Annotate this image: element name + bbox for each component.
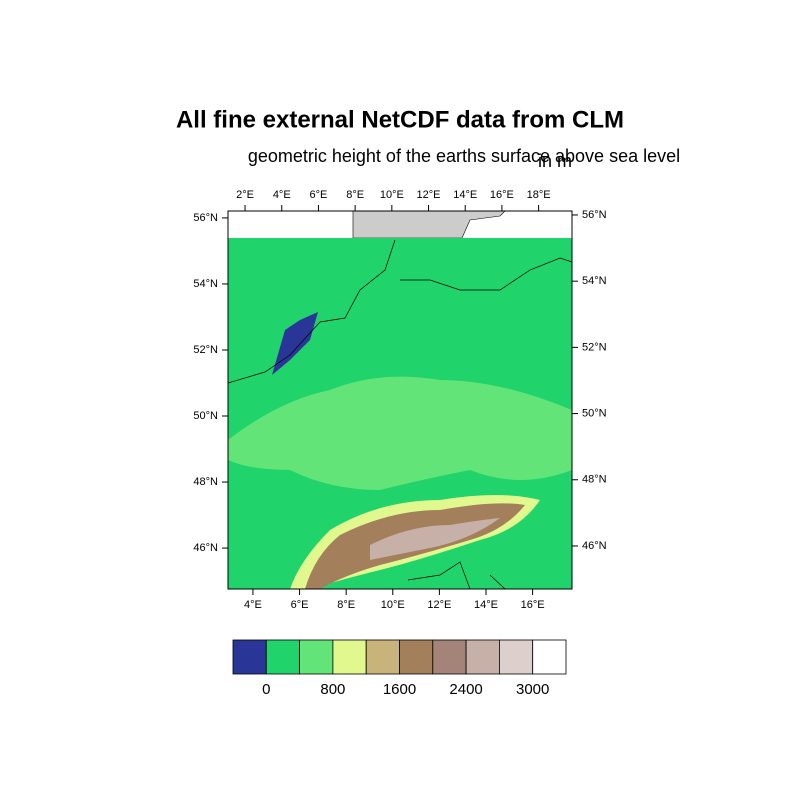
colorbar-label: 800 [320, 681, 345, 698]
colorbar-box [432, 639, 467, 675]
map [227, 210, 573, 590]
y-tick-label: 56°N [582, 209, 607, 221]
colorbar-box [299, 639, 334, 675]
colorbar-label: 3000 [516, 681, 549, 698]
x-tick-label: 4°E [273, 189, 291, 201]
x-tick-label: 4°E [244, 599, 262, 611]
colorbar-box [465, 639, 500, 675]
y-tick-label: 56°N [193, 212, 218, 224]
y-tick-label: 54°N [193, 278, 218, 290]
colorbar-box [332, 639, 367, 675]
colorbar-box [399, 639, 434, 675]
x-tick-label: 16°E [490, 189, 514, 201]
colorbar-box [532, 639, 567, 675]
colorbar-label: 0 [262, 681, 270, 698]
colorbar-box [232, 639, 267, 675]
upland [228, 376, 572, 490]
y-tick-label: 50°N [193, 410, 218, 422]
colorbar-box [265, 639, 300, 675]
y-tick-label: 46°N [582, 540, 607, 552]
x-tick-label: 8°E [337, 599, 355, 611]
colorbar-box [365, 639, 400, 675]
x-tick-label: 2°E [236, 189, 254, 201]
y-tick-label: 50°N [582, 407, 607, 419]
map-frame [227, 210, 573, 590]
coastline [227, 239, 573, 590]
x-tick-label: 14°E [453, 189, 477, 201]
x-tick-label: 8°E [346, 189, 364, 201]
x-tick-label: 18°E [527, 189, 551, 201]
title: All fine external NetCDF data from CLM [176, 106, 624, 133]
colorbar-label: 2400 [449, 681, 482, 698]
x-tick-label: 6°E [310, 189, 328, 201]
y-tick-label: 52°N [582, 341, 607, 353]
y-tick-label: 54°N [582, 275, 607, 287]
x-tick-label: 10°E [381, 599, 405, 611]
x-tick-label: 14°E [474, 599, 498, 611]
y-tick-label: 52°N [193, 344, 218, 356]
colorbar-box [498, 639, 534, 675]
x-tick-label: 12°E [417, 189, 441, 201]
x-tick-label: 16°E [521, 599, 545, 611]
colorbar-label: 1600 [383, 681, 416, 698]
x-tick-label: 6°E [291, 599, 309, 611]
subtitle: geometric height of the earths surface a… [248, 146, 680, 166]
y-tick-label: 46°N [193, 542, 218, 554]
x-tick-label: 10°E [380, 189, 404, 201]
x-tick-label: 12°E [427, 599, 451, 611]
alps-high [370, 518, 500, 560]
y-tick-label: 48°N [193, 476, 218, 488]
y-tick-label: 48°N [582, 474, 607, 486]
units: in m [538, 151, 572, 171]
